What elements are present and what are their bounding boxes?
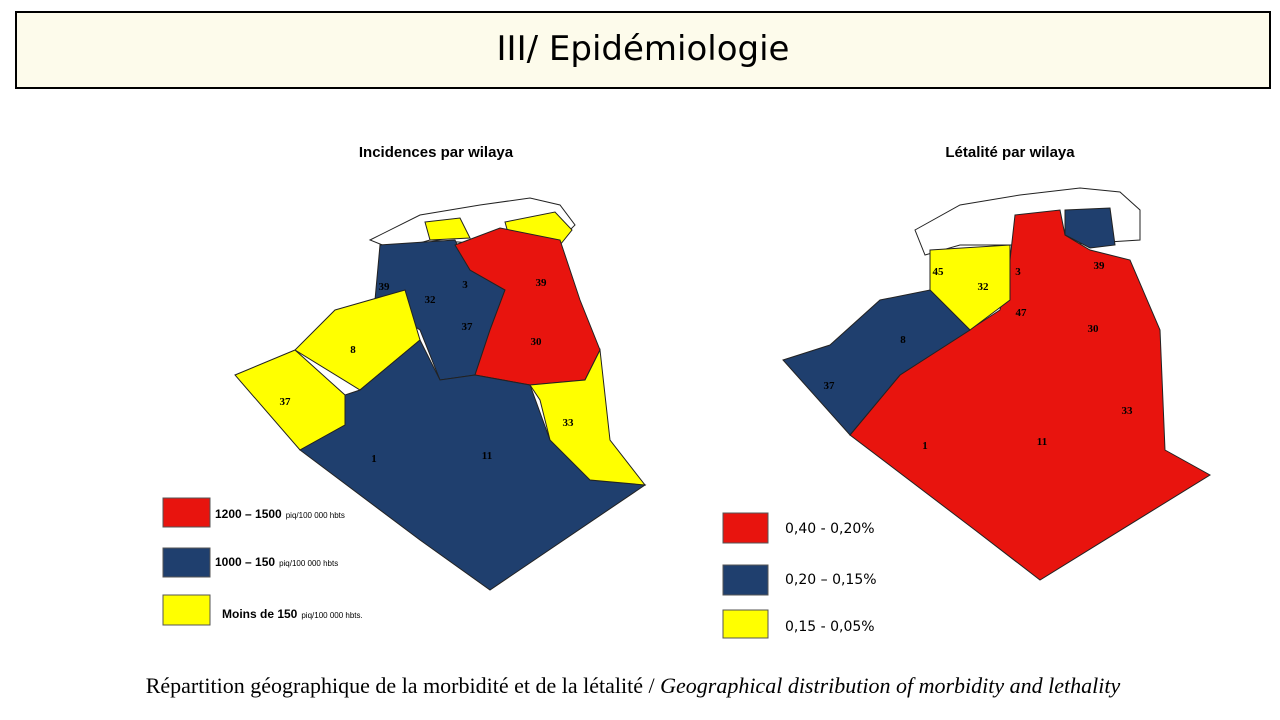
- legend-swatch: [162, 497, 211, 528]
- legend-label: 1200 – 1500: [215, 507, 282, 521]
- header-box: [15, 11, 1271, 89]
- region-label: 32: [978, 281, 990, 293]
- caption-text: Répartition géographique de la morbidité…: [146, 673, 660, 698]
- region-label: 30: [1088, 323, 1100, 335]
- region-label: 30: [531, 336, 543, 348]
- region-label: 37: [280, 396, 292, 408]
- legend-swatch: [162, 594, 211, 626]
- map-title: Létalité par wilaya: [945, 144, 1075, 161]
- legend-label: 0,15 - 0,05%: [785, 619, 875, 635]
- map-lethality: [782, 187, 1211, 581]
- legend-label: Moins de 150: [222, 607, 298, 621]
- caption-italic: Geographical distribution of morbidity a…: [660, 673, 1120, 698]
- legend-unit: piq/100 000 hbts.: [301, 611, 362, 620]
- region-label: 47: [1016, 307, 1028, 319]
- region-label: 32: [425, 294, 437, 306]
- region-label: 3: [462, 279, 468, 291]
- legend: 1200 – 1500 piq/100 000 hbts 1000 – 150 …: [162, 497, 363, 626]
- legend-label: 0,40 - 0,20%: [785, 521, 875, 537]
- region-label: 39: [536, 277, 548, 289]
- region-label: 8: [900, 334, 906, 346]
- region-label: 37: [824, 380, 836, 392]
- legend-label: 0,20 – 0,15%: [785, 572, 877, 588]
- legend-swatch: [722, 512, 769, 544]
- map-title: Incidences par wilaya: [359, 144, 514, 161]
- region-label: 1: [922, 440, 928, 452]
- legend-swatch: [722, 564, 769, 596]
- legend: 0,40 - 0,20% 0,20 – 0,15% 0,15 - 0,05%: [722, 512, 877, 639]
- legend-swatch: [722, 609, 769, 639]
- region-label: 11: [482, 450, 492, 462]
- legend-unit: piq/100 000 hbts: [279, 559, 338, 568]
- legend-entry: 1200 – 1500 piq/100 000 hbts: [215, 505, 345, 522]
- region-label: 33: [1122, 405, 1134, 417]
- region-label: 8: [350, 344, 356, 356]
- map-incidence: [234, 197, 647, 591]
- caption: Répartition géographique de la morbidité…: [146, 673, 1121, 698]
- region-labels: 39 32 3 39 37 30 8 37 33 1 11: [280, 277, 575, 465]
- region-labels: 45 32 3 39 47 30 8 37 33 1 11: [824, 260, 1134, 452]
- legend-unit: piq/100 000 hbts: [286, 511, 345, 520]
- region-label: 3: [1015, 266, 1021, 278]
- region-label: 11: [1037, 436, 1047, 448]
- region-label: 1: [371, 453, 377, 465]
- region-label: 45: [933, 266, 945, 278]
- region-label: 37: [462, 321, 474, 333]
- region-label: 39: [379, 281, 391, 293]
- legend-entry: Moins de 150 piq/100 000 hbts.: [222, 605, 363, 622]
- slide-title: III/ Epidémiologie: [497, 29, 790, 69]
- legend-swatch: [162, 547, 211, 578]
- legend-label: 1000 – 150: [215, 555, 275, 569]
- region-label: 39: [1094, 260, 1106, 272]
- legend-entry: 1000 – 150 piq/100 000 hbts: [215, 553, 338, 570]
- region-label: 33: [563, 417, 575, 429]
